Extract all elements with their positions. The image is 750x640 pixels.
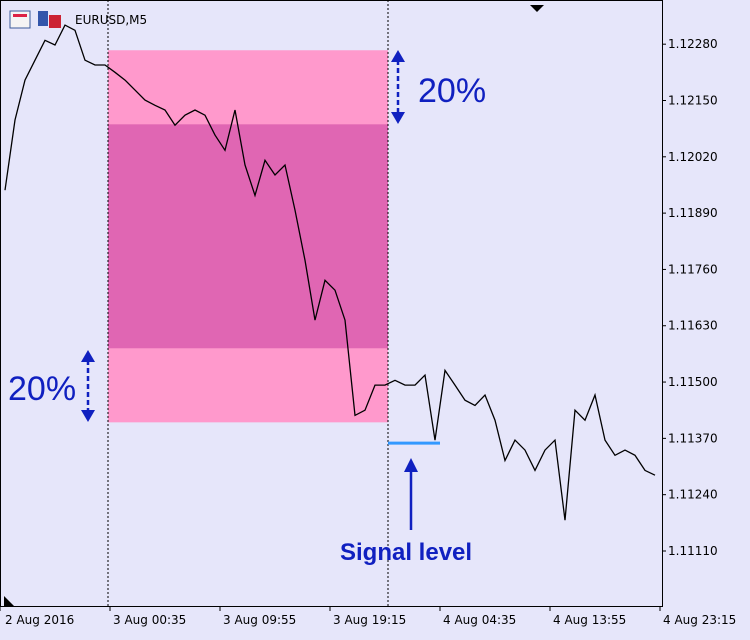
y-tick-label: 1.12020 [668, 150, 718, 164]
y-tick-label: 1.12280 [668, 37, 718, 51]
plot-frame [0, 0, 663, 607]
zones [108, 50, 388, 423]
x-tick-label: 4 Aug 23:15 [663, 613, 736, 627]
x-tick-label: 3 Aug 00:35 [113, 613, 186, 627]
signal-arrow [404, 458, 418, 530]
annotation: 20% [418, 72, 486, 110]
shift-marker [530, 5, 544, 12]
y-tick-label: 1.11500 [668, 375, 718, 389]
range-arrow [81, 350, 95, 422]
annotation: Signal level [340, 539, 472, 566]
corner-marker [4, 596, 14, 606]
icon [9, 10, 31, 29]
x-tick-label: 2 Aug 2016 [5, 613, 74, 627]
y-tick-label: 1.11630 [668, 319, 718, 333]
annotation: 20% [8, 370, 76, 408]
y-tick-label: 1.11370 [668, 431, 718, 445]
y-tick-label: 1.11240 [668, 488, 718, 502]
x-tick-label: 3 Aug 19:15 [333, 613, 406, 627]
y-tick-label: 1.11110 [668, 544, 718, 558]
icon [13, 14, 27, 17]
y-tick-label: 1.11890 [668, 206, 718, 220]
chart-title: EURUSD,M5 [75, 13, 147, 27]
plot [4, 24, 656, 521]
x-tick-label: 3 Aug 09:55 [223, 613, 296, 627]
x-tick-label: 4 Aug 04:35 [443, 613, 516, 627]
y-tick-label: 1.12150 [668, 93, 718, 107]
icon [38, 11, 48, 26]
y-tick-label: 1.11760 [668, 262, 718, 276]
price-line [4, 24, 656, 521]
icon [49, 15, 61, 28]
range-core [108, 124, 388, 349]
range-arrow [391, 50, 405, 124]
x-tick-label: 4 Aug 13:55 [553, 613, 626, 627]
